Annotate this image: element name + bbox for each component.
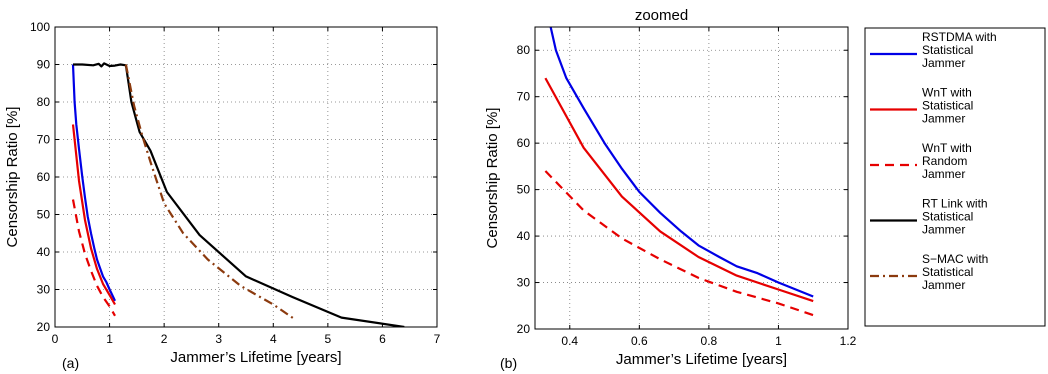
series-lines-a [71,62,405,327]
y-axis-label-a: Censorship Ratio [%] [4,107,21,248]
y-tick-label: 30 [517,276,531,290]
x-tick-label: 5 [325,332,332,346]
series-line-2 [544,77,814,303]
panel-tag-a: (a) [62,355,79,371]
y-tick-label: 100 [30,20,50,34]
x-tick-labels-b: 0.4 0.6 0.8 1 1.2 [561,334,856,348]
legend-label-line: Statistical [922,43,973,57]
y-tick-label: 30 [37,283,51,297]
legend-label-line: Statistical [922,265,973,279]
series-line-1 [71,64,116,302]
x-tick-label: 2 [161,332,168,346]
y-tick-label: 70 [37,133,51,147]
y-tick-label: 60 [517,136,531,150]
grid-b [535,27,849,330]
x-axis-label-b: Jammer’s Lifetime [years] [616,351,787,368]
plot-frame-a [54,26,438,328]
y-tick-label: 50 [37,208,51,222]
y-tick-label: 70 [517,90,531,104]
legend-label-line: Jammer [922,278,965,292]
legend-label-line: Jammer [922,223,965,237]
chart-panel-b: 0.4 0.6 0.8 1 1.2 20 30 40 50 60 70 80 zoomed Jamm… [484,7,857,371]
x-tick-label: 1 [775,334,782,348]
legend-label-line: Jammer [922,112,965,126]
chart-panel-a: 0 1 2 3 4 5 6 7 20 30 40 50 60 70 80 90 100 Jammer’s Li… [4,20,441,371]
plot-frame-b [534,26,849,330]
x-tick-label: 7 [434,332,441,346]
y-tick-label: 40 [37,245,51,259]
panel-tag-b: (b) [500,355,517,371]
y-tick-label: 20 [517,322,531,336]
legend-label-line: WnT with [922,86,972,100]
legend-label-line: Jammer [922,167,965,181]
y-tick-labels-b: 20 30 40 50 60 70 80 [517,43,531,336]
legend-label-line: Statistical [922,210,973,224]
series-line-3 [544,170,814,317]
legend-label-line: RT Link with [922,197,988,211]
y-axis-label-b: Censorship Ratio [%] [484,108,501,249]
y-tick-label: 60 [37,170,51,184]
legend-label-line: Jammer [922,56,965,70]
x-tick-label: 6 [379,332,386,346]
x-tick-label: 0.6 [631,334,648,348]
x-tick-label: 4 [270,332,277,346]
y-tick-label: 80 [517,43,531,57]
x-tick-label: 3 [215,332,222,346]
x-tick-label: 0.8 [701,334,718,348]
y-tick-label: 20 [37,320,51,334]
legend-box [864,27,1046,327]
x-axis-label-a: Jammer’s Lifetime [years] [170,349,341,366]
series-line-1 [549,27,814,298]
y-tick-label: 50 [517,183,531,197]
y-tick-label: 40 [517,229,531,243]
series-line-5 [124,64,296,321]
series-line-4 [73,62,405,327]
series-lines-b [544,27,814,317]
legend-label-line: WnT with [922,141,972,155]
y-tick-labels-a: 20 30 40 50 60 70 80 90 100 [30,20,50,334]
grid-a [54,26,438,328]
y-tick-label: 90 [37,58,51,72]
x-tick-label: 0 [52,332,59,346]
series-line-3 [71,199,116,317]
x-tick-label: 0.4 [561,334,578,348]
x-tick-label: 1 [106,332,113,346]
legend-label-line: Statistical [922,99,973,113]
legend-label-line: S−MAC with [922,252,988,266]
x-tick-label: 1.2 [840,334,857,348]
legend-label-line: Random [922,154,967,168]
legend-label-line: RSTDMA with [922,30,997,44]
series-line-2 [71,124,116,306]
y-tick-label: 80 [37,95,51,109]
x-tick-labels-a: 0 1 2 3 4 5 6 7 [52,332,441,346]
chart-title-b: zoomed [635,7,688,24]
